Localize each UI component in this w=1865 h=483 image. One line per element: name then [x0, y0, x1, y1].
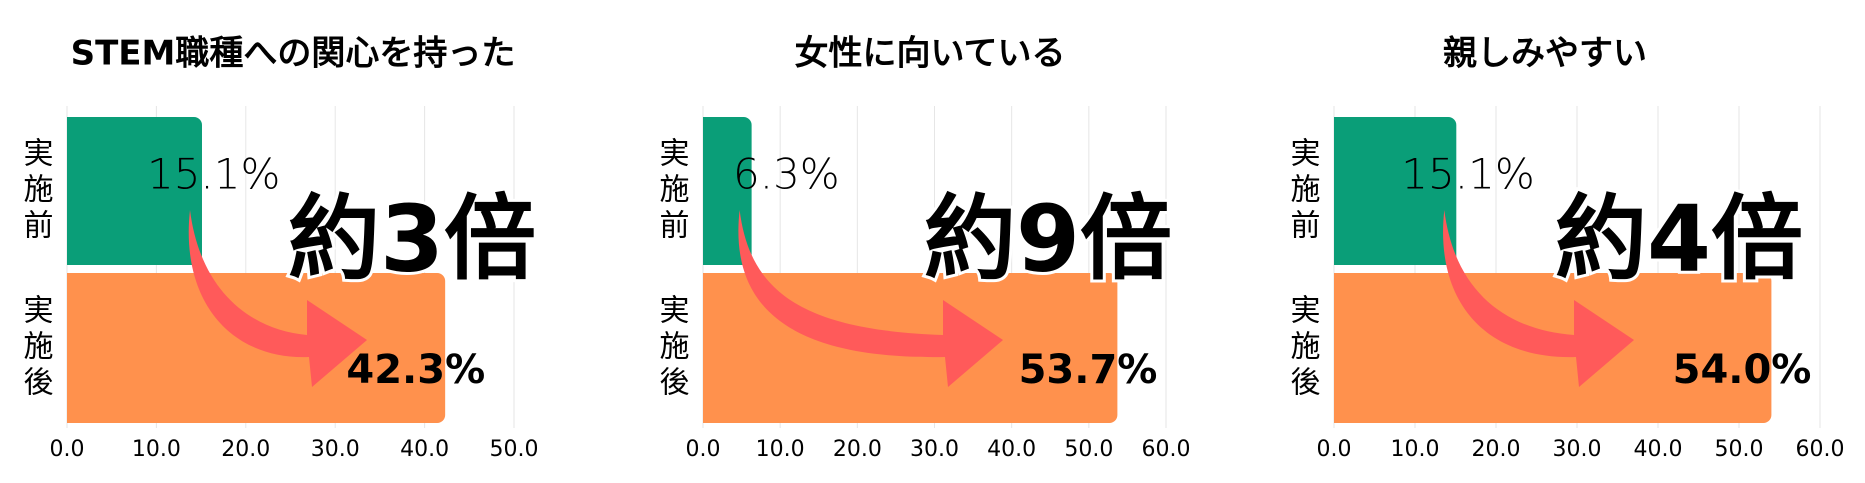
- value-label: 53.7%: [1019, 347, 1158, 393]
- x-tick-label: 10.0: [1391, 437, 1440, 462]
- bar-left-square: [1334, 273, 1344, 423]
- x-tick-label: 40.0: [1634, 437, 1683, 462]
- x-tick-label: 20.0: [221, 437, 270, 462]
- x-tick-label: 20.0: [1472, 437, 1521, 462]
- x-tick-label: 50.0: [490, 437, 539, 462]
- x-tick-label: 50.0: [1715, 437, 1764, 462]
- annotation: 約9倍: [924, 185, 1172, 292]
- bar-left-square: [67, 273, 77, 423]
- arrow: [1443, 210, 1634, 387]
- category-label: 実施前: [1285, 137, 1321, 245]
- x-tick-label: 30.0: [910, 437, 959, 462]
- value-label: 6.3%: [733, 150, 840, 199]
- x-tick-label: 60.0: [1142, 437, 1191, 462]
- x-tick-label: 0.0: [1317, 437, 1352, 462]
- chart-title: 女性に向いている: [795, 34, 1066, 74]
- category-label: 実施後: [654, 294, 690, 402]
- x-tick-label: 0.0: [686, 437, 721, 462]
- x-tick-label: 60.0: [1796, 437, 1845, 462]
- category-label: 実施前: [18, 137, 54, 245]
- bar: [1334, 117, 1457, 265]
- bar-left-square: [703, 117, 713, 265]
- x-tick-label: 40.0: [400, 437, 449, 462]
- arrow: [738, 210, 1003, 387]
- bar-left-square: [703, 273, 713, 423]
- x-tick-label: 50.0: [1064, 437, 1113, 462]
- category-label: 実施前: [654, 137, 690, 245]
- x-tick-label: 10.0: [756, 437, 805, 462]
- arrow: [188, 210, 367, 387]
- x-tick-label: 30.0: [311, 437, 360, 462]
- annotation: 約3倍: [288, 185, 536, 292]
- value-label: 15.1%: [1401, 150, 1534, 199]
- value-label: 15.1%: [147, 150, 280, 199]
- annotation: 約4倍: [1555, 185, 1803, 292]
- category-label: 実施後: [1285, 294, 1321, 402]
- x-tick-label: 30.0: [1553, 437, 1602, 462]
- chart-title: STEM職種への関心を持った: [71, 34, 516, 74]
- bar-left-square: [67, 117, 77, 265]
- x-tick-label: 40.0: [987, 437, 1036, 462]
- value-label: 54.0%: [1673, 347, 1812, 393]
- category-label: 実施後: [18, 294, 54, 402]
- bar: [67, 117, 202, 265]
- x-tick-label: 10.0: [132, 437, 181, 462]
- value-label: 42.3%: [346, 347, 485, 393]
- chart-title: 親しみやすい: [1443, 34, 1647, 74]
- x-tick-label: 0.0: [50, 437, 85, 462]
- bar-left-square: [1334, 117, 1344, 265]
- x-tick-label: 20.0: [833, 437, 882, 462]
